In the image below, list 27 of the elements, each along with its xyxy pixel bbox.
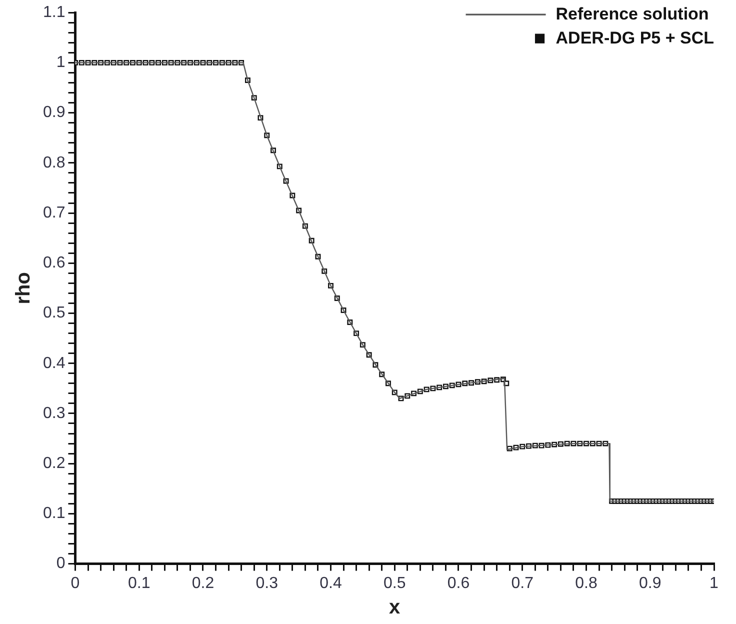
y-tick-label: 0.3	[42, 404, 66, 422]
legend-label: ADER-DG P5 + SCL	[556, 28, 714, 48]
x-tick-label: 0.7	[511, 574, 534, 592]
x-tick-label: 0.3	[256, 574, 278, 592]
y-tick-label: 1.1	[42, 4, 66, 22]
y-tick-label: 1	[56, 54, 66, 72]
y-tick-label: 0.6	[42, 254, 66, 272]
y-tick-label: 0.5	[42, 304, 66, 322]
x-tick-label: 0	[70, 574, 80, 592]
y-tick-label: 0.4	[42, 354, 66, 372]
y-tick-label: 0	[56, 555, 66, 572]
x-axis-title: x	[389, 596, 400, 619]
legend-label: Reference solution	[556, 4, 709, 24]
x-tick-label: 1	[710, 574, 719, 592]
x-tick-label: 0.8	[575, 574, 598, 592]
y-tick-label: 0.2	[42, 454, 66, 472]
x-tick-label: 0.4	[320, 574, 342, 592]
x-tick-label: 0.6	[447, 574, 470, 592]
x-tick-label: 0.2	[192, 574, 214, 592]
y-tick-label: 0.7	[42, 204, 66, 222]
y-tick-label: 0.8	[42, 154, 66, 172]
y-axis-title: rho	[12, 272, 35, 304]
y-tick-label: 0.9	[42, 104, 66, 122]
x-tick-label: 0.1	[128, 574, 150, 592]
x-tick-label: 0.9	[639, 574, 662, 592]
x-tick-label: 0.5	[383, 574, 406, 592]
y-tick-label: 0.1	[42, 505, 66, 522]
